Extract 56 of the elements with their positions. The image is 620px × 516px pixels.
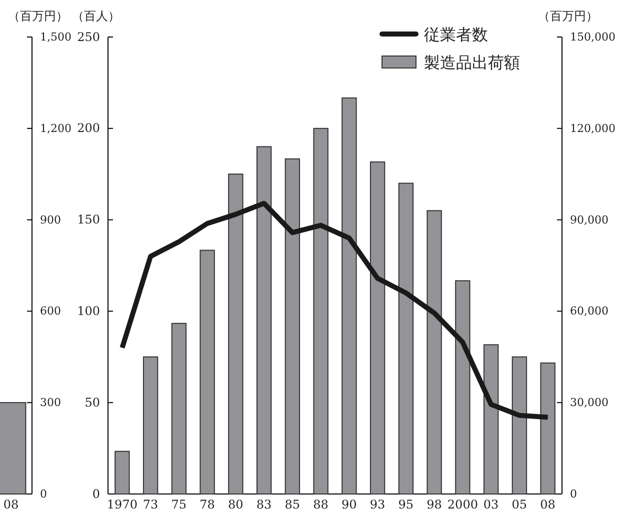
x-tick-label: 2000	[447, 498, 478, 512]
bar	[426, 210, 442, 494]
y2-tick-label: 150,000	[570, 30, 616, 44]
x-tick-label: 75	[171, 498, 187, 512]
y2-tick-label: 0	[570, 488, 577, 501]
x-tick-label: 08	[3, 498, 19, 512]
x-tick-label: 85	[284, 498, 300, 512]
legend-label: 従業者数	[424, 25, 488, 44]
y2-tick-label: 900	[40, 213, 61, 226]
legend-label: 製造品出荷額	[424, 53, 520, 72]
y2-axis-title: （百万円）	[8, 9, 68, 23]
bar	[398, 182, 414, 494]
bar	[512, 356, 528, 494]
y-tick-label: 100	[77, 304, 100, 318]
y-tick-label: 50	[84, 395, 100, 410]
y-axis-title: （百人）	[72, 9, 120, 23]
x-tick-label: 93	[370, 498, 386, 512]
y2-tick-label: 60,000	[570, 304, 608, 318]
y2-tick-label: 300	[40, 396, 61, 410]
bar	[483, 344, 499, 494]
bar	[228, 174, 244, 494]
y2-tick-label: 30,000	[570, 396, 608, 410]
bar	[256, 146, 272, 494]
y2-tick-label: 1,200	[40, 122, 72, 135]
x-tick-label: 90	[342, 498, 357, 512]
x-tick-label: 80	[228, 498, 244, 512]
bar	[142, 356, 158, 494]
x-tick-label: 73	[142, 498, 158, 512]
x-tick-label: 08	[540, 498, 556, 512]
x-tick-label: 83	[256, 498, 272, 512]
y2-tick-label: 0	[40, 488, 47, 501]
x-tick-label: 03	[483, 498, 499, 512]
y2-tick-label: 120,000	[570, 122, 616, 135]
bar	[540, 362, 556, 494]
bar	[342, 97, 357, 494]
y-tick-label: 200	[77, 121, 100, 136]
x-tick-label: 95	[398, 498, 414, 512]
x-tick-label: 98	[426, 498, 442, 512]
y-tick-label: 150	[77, 212, 100, 227]
y2-axis-title: （百万円）	[538, 9, 598, 23]
x-tick-label: 88	[313, 498, 328, 512]
bar	[171, 322, 187, 494]
bar	[313, 128, 328, 494]
y2-tick-label: 90,000	[570, 213, 608, 226]
bar	[284, 158, 300, 494]
bar	[114, 450, 130, 494]
bar	[455, 280, 470, 494]
x-tick-label: 05	[512, 498, 528, 512]
y-tick-label: 250	[77, 30, 100, 44]
bar	[200, 250, 215, 494]
x-tick-label: 1970	[106, 498, 138, 512]
y2-tick-label: 600	[40, 304, 61, 318]
y2-tick-label: 1,500	[40, 30, 72, 44]
x-tick-label: 78	[200, 498, 215, 512]
bar	[370, 161, 386, 494]
y-tick-label: 0	[92, 486, 100, 501]
